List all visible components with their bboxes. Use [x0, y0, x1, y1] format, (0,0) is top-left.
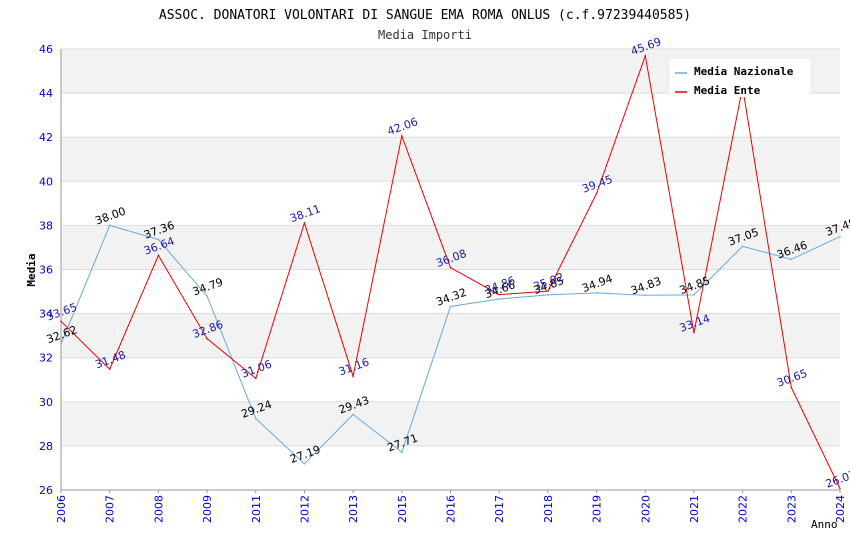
data-point: [595, 192, 598, 195]
data-point: [790, 386, 793, 389]
data-point: [839, 487, 841, 490]
x-tick-label: 2013: [347, 495, 360, 523]
data-point: [254, 417, 257, 420]
data-point: [401, 135, 403, 137]
x-tick-label: 2018: [542, 495, 555, 523]
data-label-media-ente: 42.06: [386, 115, 420, 138]
data-point: [108, 224, 111, 227]
data-point: [60, 320, 62, 323]
data-point: [352, 413, 354, 416]
data-label-media-nazionale: 37.49: [824, 216, 850, 239]
data-point: [498, 293, 500, 296]
data-point: [790, 258, 793, 261]
x-tick-label: 2020: [639, 495, 652, 523]
data-point: [498, 298, 500, 300]
data-point: [741, 245, 744, 248]
data-point: [303, 462, 306, 465]
plot-band: [61, 401, 840, 446]
y-tick-label: 44: [39, 87, 53, 100]
y-tick-label: 28: [39, 440, 53, 453]
y-tick-label: 42: [39, 131, 53, 144]
y-tick-label: 38: [39, 219, 53, 232]
data-point: [595, 292, 598, 294]
x-tick-label: 2021: [688, 495, 701, 523]
data-point: [206, 337, 208, 340]
y-tick-label: 36: [39, 264, 53, 277]
data-label-media-nazionale: 38.00: [93, 205, 127, 228]
data-label-media-ente: 31.16: [337, 355, 371, 378]
data-point: [352, 375, 354, 378]
x-axis-label: Anno: [811, 518, 838, 531]
plot-background-bands: [61, 49, 840, 446]
data-label-media-ente: 38.11: [288, 202, 322, 225]
gridlines: [60, 48, 840, 491]
y-axis-ticks: 26 28 30 32 34 36 38 40 42 44 46: [39, 43, 53, 497]
data-point: [693, 294, 695, 296]
data-label-media-ente: 26.07: [824, 468, 850, 491]
data-point: [693, 331, 695, 334]
y-tick-label: 30: [39, 396, 53, 409]
x-tick-label: 2024: [834, 495, 847, 523]
plot-band: [61, 313, 840, 358]
data-point: [644, 55, 647, 57]
y-axis-label: Media: [25, 253, 38, 286]
data-point: [449, 305, 452, 308]
plot-band: [61, 137, 840, 182]
data-point: [254, 377, 257, 380]
x-tick-label: 2022: [737, 495, 750, 523]
data-label-media-nazionale: 34.79: [191, 275, 225, 298]
data-point: [108, 368, 111, 370]
legend-box: [670, 59, 810, 97]
x-tick-label: 2009: [201, 495, 214, 523]
x-tick-label: 2011: [250, 495, 263, 523]
chart-subtitle: Media Importi: [378, 28, 472, 42]
data-point: [644, 294, 647, 297]
data-point: [60, 343, 62, 345]
x-tick-label: 2007: [104, 495, 117, 523]
data-label-media-ente: 30.65: [775, 367, 809, 390]
data-point: [303, 222, 306, 224]
y-tick-label: 34: [39, 308, 53, 321]
x-tick-label: 2019: [591, 495, 604, 523]
data-point: [401, 451, 403, 454]
data-point: [547, 294, 549, 296]
data-label-media-nazionale: 34.83: [629, 275, 663, 298]
y-tick-label: 40: [39, 175, 53, 188]
x-tick-label: 2008: [152, 495, 165, 523]
data-label-media-nazionale: 34.32: [434, 286, 468, 309]
data-point: [547, 290, 549, 292]
legend: Media Nazionale Media Ente: [670, 59, 810, 97]
x-tick-label: 2016: [445, 495, 458, 523]
x-tick-label: 2012: [298, 495, 311, 523]
x-tick-label: 2006: [55, 495, 68, 523]
data-point: [449, 266, 452, 269]
data-point: [839, 235, 841, 238]
legend-label-media-nazionale: Media Nazionale: [694, 65, 794, 78]
data-point: [157, 254, 160, 257]
x-tick-label: 2015: [396, 495, 409, 523]
chart-title: ASSOC. DONATORI VOLONTARI DI SANGUE EMA …: [159, 8, 691, 23]
y-tick-label: 46: [39, 43, 53, 56]
y-tick-label: 26: [39, 484, 53, 497]
series-layer: [60, 53, 841, 490]
plot-band: [61, 225, 840, 270]
x-tick-label: 2017: [493, 495, 506, 523]
y-tick-label: 32: [39, 352, 53, 365]
x-tick-label: 2023: [785, 495, 798, 523]
legend-label-media-ente: Media Ente: [694, 84, 761, 97]
data-label-media-nazionale: 34.94: [580, 272, 614, 295]
x-axis-ticks: 2006 2007 2008 2009 2011 2012 2013 2015 2016 2017…: [55, 490, 847, 523]
data-point: [206, 295, 208, 297]
data-point: [157, 238, 160, 241]
